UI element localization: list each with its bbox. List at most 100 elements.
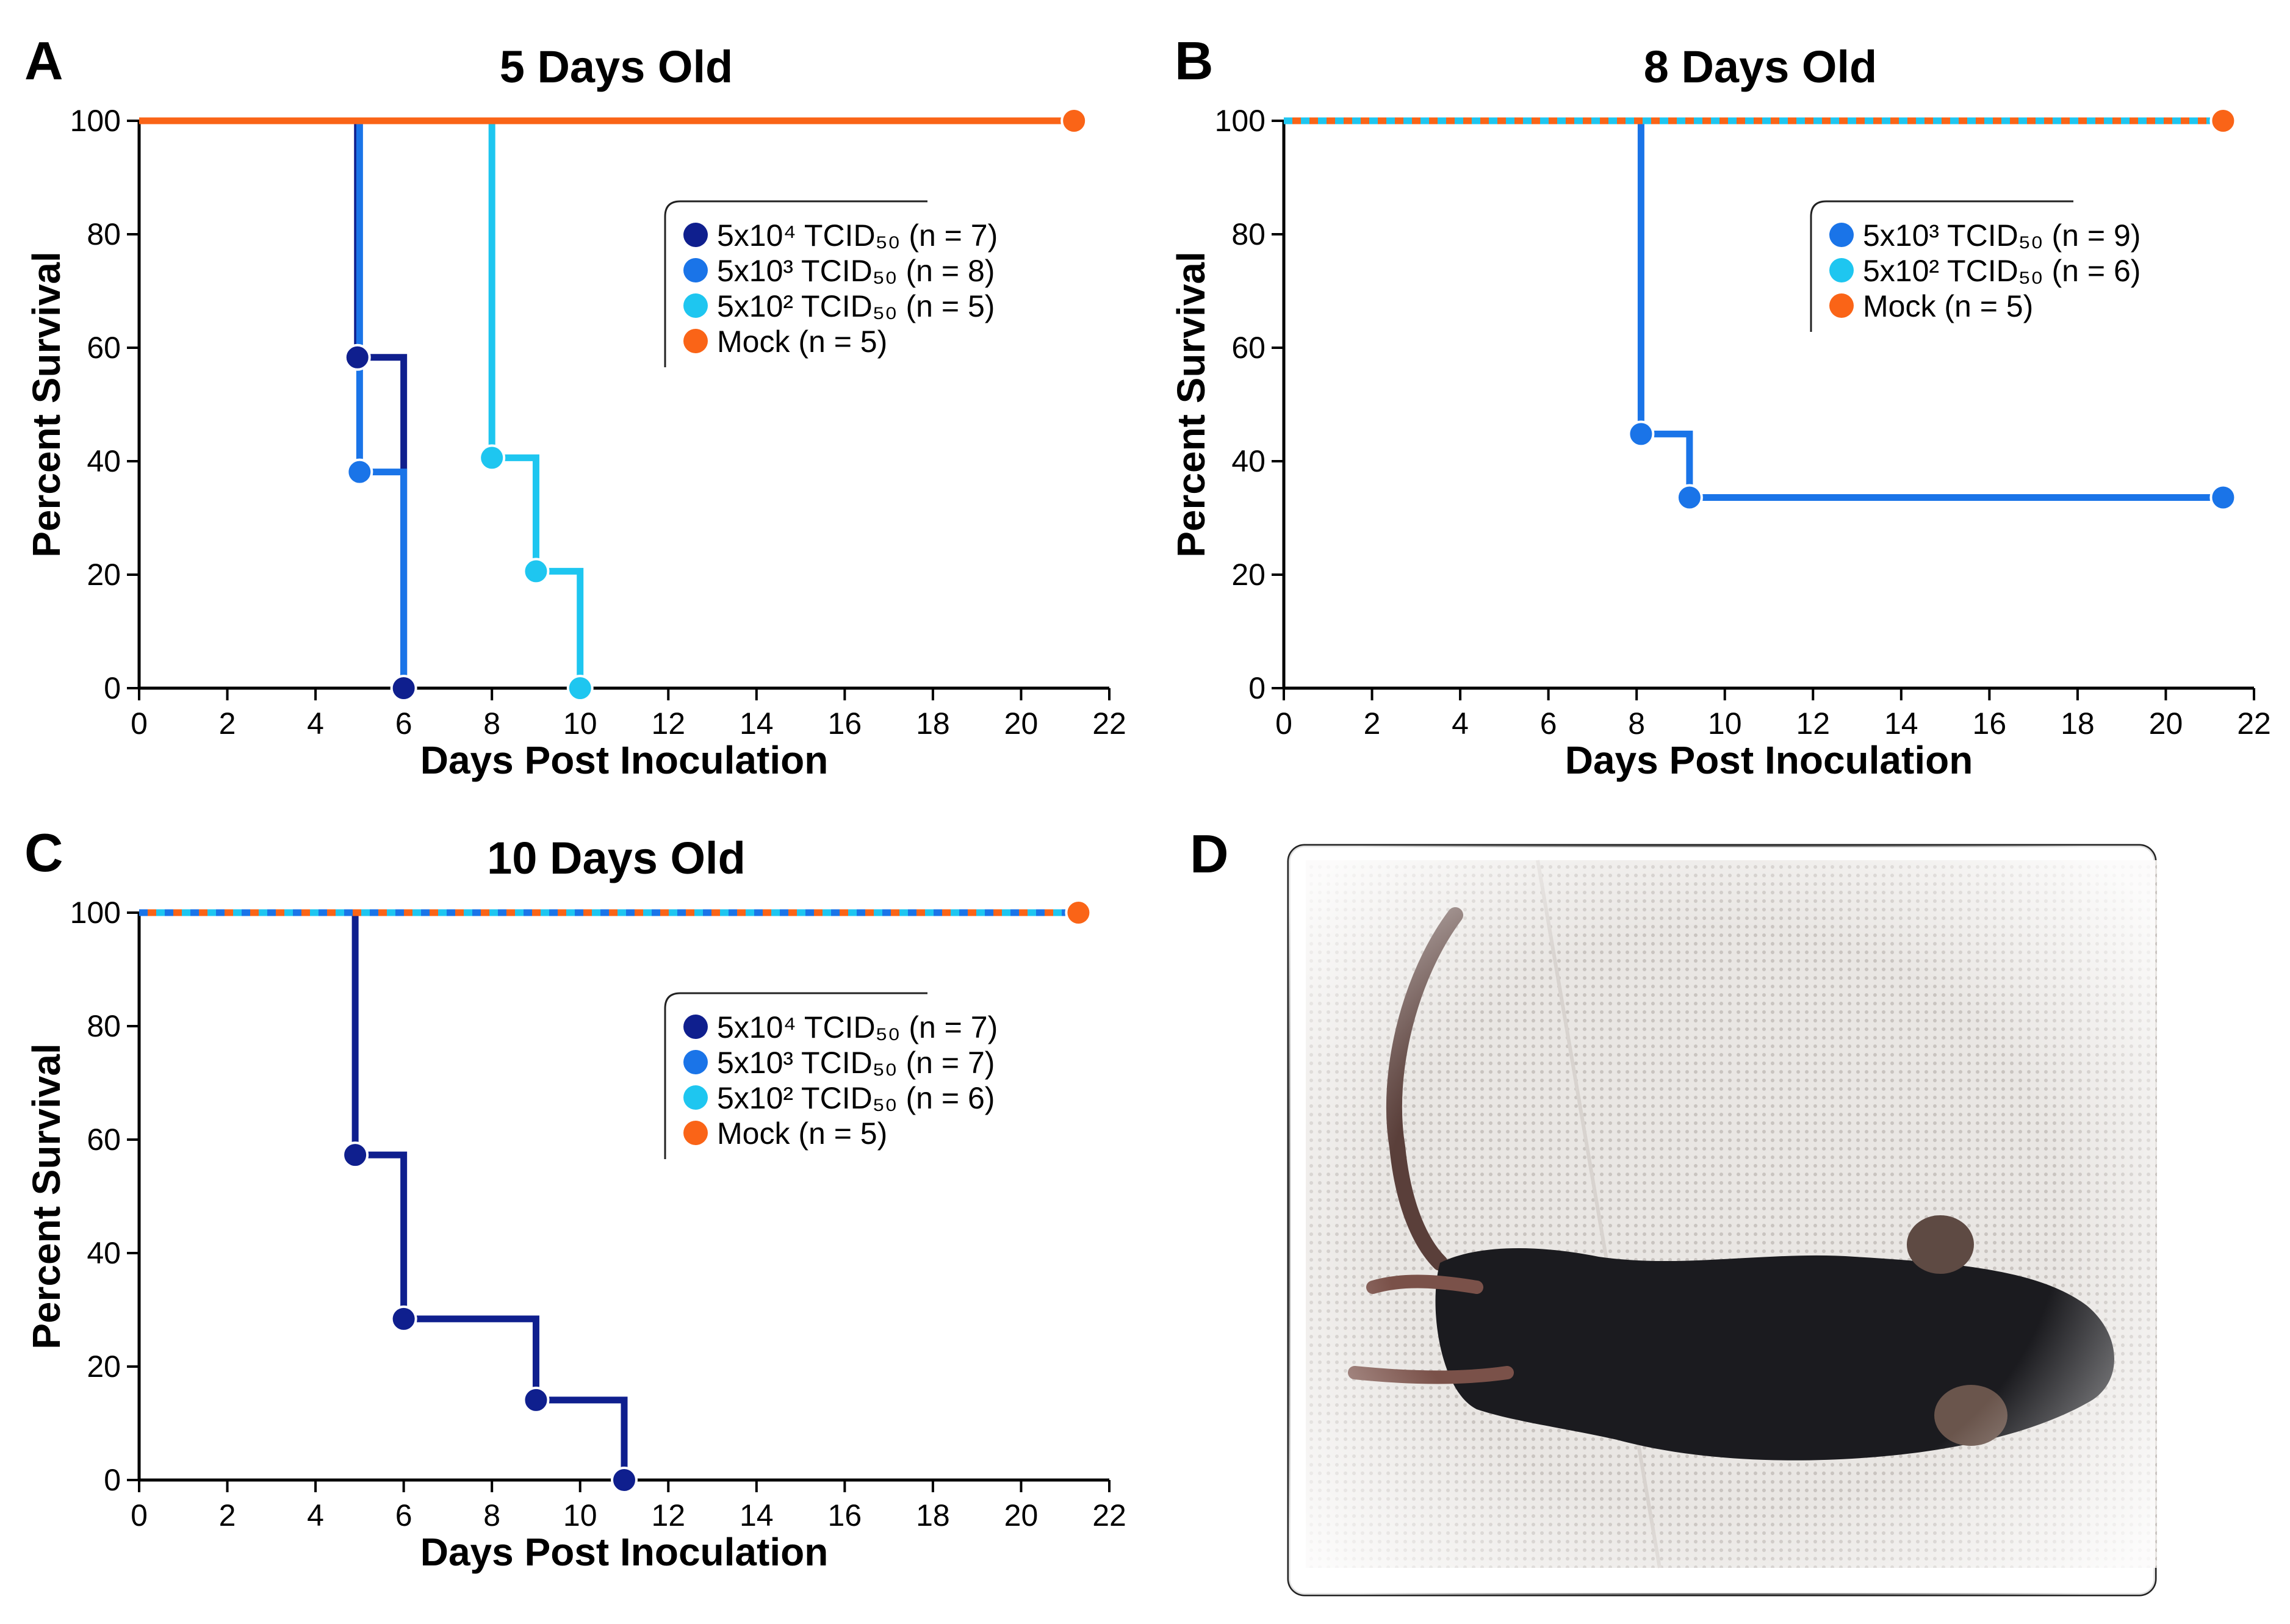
x-tick-label: 12 bbox=[1796, 706, 1830, 741]
legend-label: 5x10³ TCID₅₀ (n = 8) bbox=[717, 254, 995, 288]
x-tick-label: 2 bbox=[219, 1498, 236, 1532]
x-tick-label: 18 bbox=[916, 706, 950, 741]
data-point bbox=[2209, 484, 2237, 511]
x-tick-label: 12 bbox=[651, 1498, 685, 1532]
y-tick-label: 0 bbox=[104, 1463, 121, 1497]
legend-label: 5x10² TCID₅₀ (n = 6) bbox=[1863, 254, 2141, 288]
legend-marker bbox=[1829, 223, 1854, 247]
legend-marker bbox=[683, 293, 708, 318]
data-point bbox=[390, 675, 417, 702]
legend-marker bbox=[683, 258, 708, 282]
data-point bbox=[566, 675, 594, 702]
data-point bbox=[611, 1467, 638, 1493]
legend-label: 5x10³ TCID₅₀ (n = 7) bbox=[717, 1046, 995, 1080]
x-tick-label: 14 bbox=[740, 1498, 774, 1532]
y-tick-label: 100 bbox=[70, 104, 121, 138]
panel-letter-c: C bbox=[24, 822, 63, 883]
x-tick-label: 4 bbox=[1452, 706, 1469, 741]
chart-title: 5 Days Old bbox=[500, 41, 733, 92]
data-point bbox=[344, 343, 371, 371]
x-tick-label: 4 bbox=[307, 706, 324, 741]
y-tick-label: 40 bbox=[1231, 444, 1266, 478]
x-tick-label: 18 bbox=[916, 1498, 950, 1532]
data-point bbox=[342, 1141, 369, 1169]
chart-panel-c: C 10 Days Old 0 2 4 6 8 10 12 14 16 18 20 22 0 20 40 60 80… bbox=[24, 822, 1126, 1574]
y-tick-label: 40 bbox=[87, 444, 121, 478]
x-tick-label: 6 bbox=[395, 1498, 412, 1532]
y-tick-label: 0 bbox=[104, 671, 121, 705]
x-tick-label: 14 bbox=[740, 706, 774, 741]
data-point bbox=[1065, 899, 1092, 926]
series-line-1 bbox=[139, 117, 408, 688]
chart-title: 8 Days Old bbox=[1644, 41, 1878, 92]
y-tick-label: 80 bbox=[87, 217, 121, 251]
chart-panel-a: A 5 Days Old 0 2 4 6 8 10 12 14 16 18 20 22 0 20 40 60 80 1… bbox=[24, 31, 1126, 782]
x-tick-label: 20 bbox=[2149, 706, 2183, 741]
x-tick-label: 16 bbox=[828, 706, 862, 741]
legend-label: Mock (n = 5) bbox=[1863, 289, 2033, 323]
legend-marker bbox=[1829, 258, 1854, 282]
x-axis-label: Days Post Inoculation bbox=[420, 738, 829, 782]
chart-panel-b: B 8 Days Old 0 2 4 6 8 10 12 14 16 18 20 22 0 20 40 60 80 1… bbox=[1169, 31, 2271, 782]
y-tick-label: 20 bbox=[1231, 558, 1266, 592]
x-tick-label: 12 bbox=[651, 706, 685, 741]
series-line-0 bbox=[1284, 117, 2223, 501]
y-axis-label: Percent Survival bbox=[24, 251, 68, 558]
data-point bbox=[478, 444, 506, 472]
series-line-0 bbox=[139, 909, 628, 1480]
y-tick-label: 60 bbox=[1231, 331, 1266, 365]
y-tick-label: 80 bbox=[87, 1009, 121, 1043]
y-tick-label: 100 bbox=[70, 896, 121, 930]
x-tick-label: 20 bbox=[1004, 1498, 1039, 1532]
legend-label: 5x10⁴ TCID₅₀ (n = 7) bbox=[717, 218, 998, 253]
y-tick-label: 40 bbox=[87, 1236, 121, 1270]
legend-marker bbox=[683, 1085, 708, 1110]
legend: 5x10³ TCID₅₀ (n = 9)5x10² TCID₅₀ (n = 6)… bbox=[1810, 200, 2141, 332]
x-tick-label: 14 bbox=[1884, 706, 1918, 741]
panel-d: D bbox=[1190, 824, 2157, 1597]
legend-marker bbox=[683, 1050, 708, 1074]
y-axis-label: Percent Survival bbox=[24, 1043, 68, 1349]
legend-marker bbox=[683, 223, 708, 247]
x-tick-label: 10 bbox=[563, 1498, 597, 1532]
x-tick-label: 22 bbox=[2237, 706, 2271, 741]
panel-letter-a: A bbox=[24, 31, 63, 91]
data-point bbox=[522, 1386, 550, 1414]
legend-label: Mock (n = 5) bbox=[717, 1116, 887, 1151]
y-tick-label: 60 bbox=[87, 1123, 121, 1157]
x-tick-label: 6 bbox=[395, 706, 412, 741]
legend-marker bbox=[683, 329, 708, 353]
legend-label: 5x10³ TCID₅₀ (n = 9) bbox=[1863, 218, 2141, 253]
x-tick-label: 22 bbox=[1092, 1498, 1126, 1532]
x-axis-label: Days Post Inoculation bbox=[420, 1530, 829, 1574]
x-axis-label: Days Post Inoculation bbox=[1565, 738, 1973, 782]
data-point bbox=[522, 558, 550, 585]
y-axis-label: Percent Survival bbox=[1169, 251, 1213, 558]
y-tick-label: 80 bbox=[1231, 217, 1266, 251]
legend-label: 5x10² TCID₅₀ (n = 5) bbox=[717, 289, 995, 323]
x-tick-label: 16 bbox=[1973, 706, 2007, 741]
data-point bbox=[2209, 107, 2237, 134]
legend-frame bbox=[664, 200, 927, 367]
y-tick-label: 20 bbox=[87, 558, 121, 592]
x-tick-label: 20 bbox=[1004, 706, 1039, 741]
x-tick-label: 4 bbox=[307, 1498, 324, 1532]
y-tick-label: 100 bbox=[1215, 104, 1266, 138]
chart-title: 10 Days Old bbox=[487, 833, 746, 883]
x-tick-label: 0 bbox=[1275, 706, 1292, 741]
x-tick-label: 10 bbox=[1708, 706, 1742, 741]
x-tick-label: 2 bbox=[219, 706, 236, 741]
data-point bbox=[1676, 484, 1703, 511]
legend-frame bbox=[664, 992, 927, 1159]
legend-marker bbox=[683, 1015, 708, 1039]
data-point bbox=[1627, 420, 1655, 448]
data-point bbox=[346, 458, 373, 486]
series-line-0 bbox=[139, 117, 408, 692]
x-tick-label: 6 bbox=[1540, 706, 1557, 741]
legend-label: Mock (n = 5) bbox=[717, 325, 887, 359]
x-tick-label: 8 bbox=[483, 1498, 500, 1532]
x-tick-label: 2 bbox=[1364, 706, 1381, 741]
x-tick-label: 22 bbox=[1092, 706, 1126, 741]
legend-marker bbox=[683, 1121, 708, 1145]
